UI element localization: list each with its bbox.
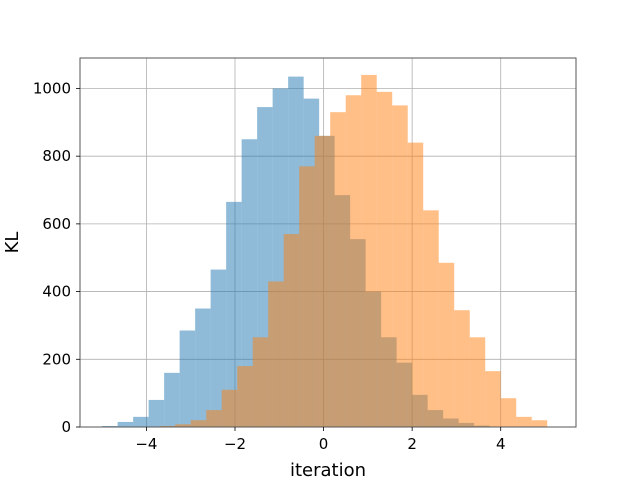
histogram-bar (159, 425, 176, 427)
histogram-bar (221, 389, 238, 427)
histogram-bar (237, 366, 253, 427)
histogram-bar (252, 337, 269, 427)
y-axis-label: KL (2, 232, 23, 254)
histogram-bar (345, 95, 362, 428)
histogram-bar (314, 135, 331, 428)
x-tick-label: −2 (224, 435, 246, 453)
histogram-bar (531, 420, 548, 427)
y-tick-label: 0 (61, 418, 71, 436)
histogram-bar (102, 425, 118, 427)
histogram-bar (179, 330, 196, 427)
y-tick-label: 400 (42, 283, 71, 301)
histogram-bar (516, 416, 532, 427)
histogram-bar (117, 421, 134, 427)
y-tick-label: 200 (42, 350, 71, 368)
series-2 (159, 74, 548, 428)
x-tick-label: 2 (407, 435, 417, 453)
histogram-bar (133, 416, 149, 427)
histogram-bar (206, 410, 222, 427)
histogram-bar (268, 281, 284, 427)
x-tick-label: 4 (496, 435, 506, 453)
histogram-bar (283, 234, 300, 427)
histogram-bar (330, 112, 346, 428)
histogram-bar (485, 371, 501, 427)
histogram-bar (438, 262, 455, 427)
x-tick-label: −4 (135, 435, 157, 453)
histogram-bar (376, 91, 393, 427)
histogram-bar (454, 310, 470, 427)
y-tick-label: 800 (42, 147, 71, 165)
plot-frame (79, 57, 577, 428)
histogram-bar (148, 399, 165, 427)
histogram-bar (423, 210, 439, 427)
y-tick-label: 600 (42, 215, 71, 233)
histogram-bar (164, 372, 180, 427)
histogram-bar (407, 142, 424, 427)
histogram-bar (175, 424, 191, 427)
x-tick-label: 0 (319, 435, 329, 453)
histogram-bar (361, 74, 377, 427)
histogram-bar (195, 308, 211, 427)
histogram-bar (299, 166, 315, 428)
histogram-bar (190, 420, 207, 427)
histogram-bar (469, 337, 486, 427)
y-axis-ticks: 0 200 400 600 800 1000 (33, 79, 80, 436)
x-axis-label: iteration (290, 460, 366, 480)
x-axis-ticks: −4 −2 0 2 4 (135, 427, 505, 453)
histogram-bar (392, 105, 408, 427)
y-tick-label: 1000 (33, 79, 71, 97)
histogram-bar (210, 269, 227, 427)
histogram-bars (102, 74, 548, 428)
histogram-bar (500, 398, 517, 427)
